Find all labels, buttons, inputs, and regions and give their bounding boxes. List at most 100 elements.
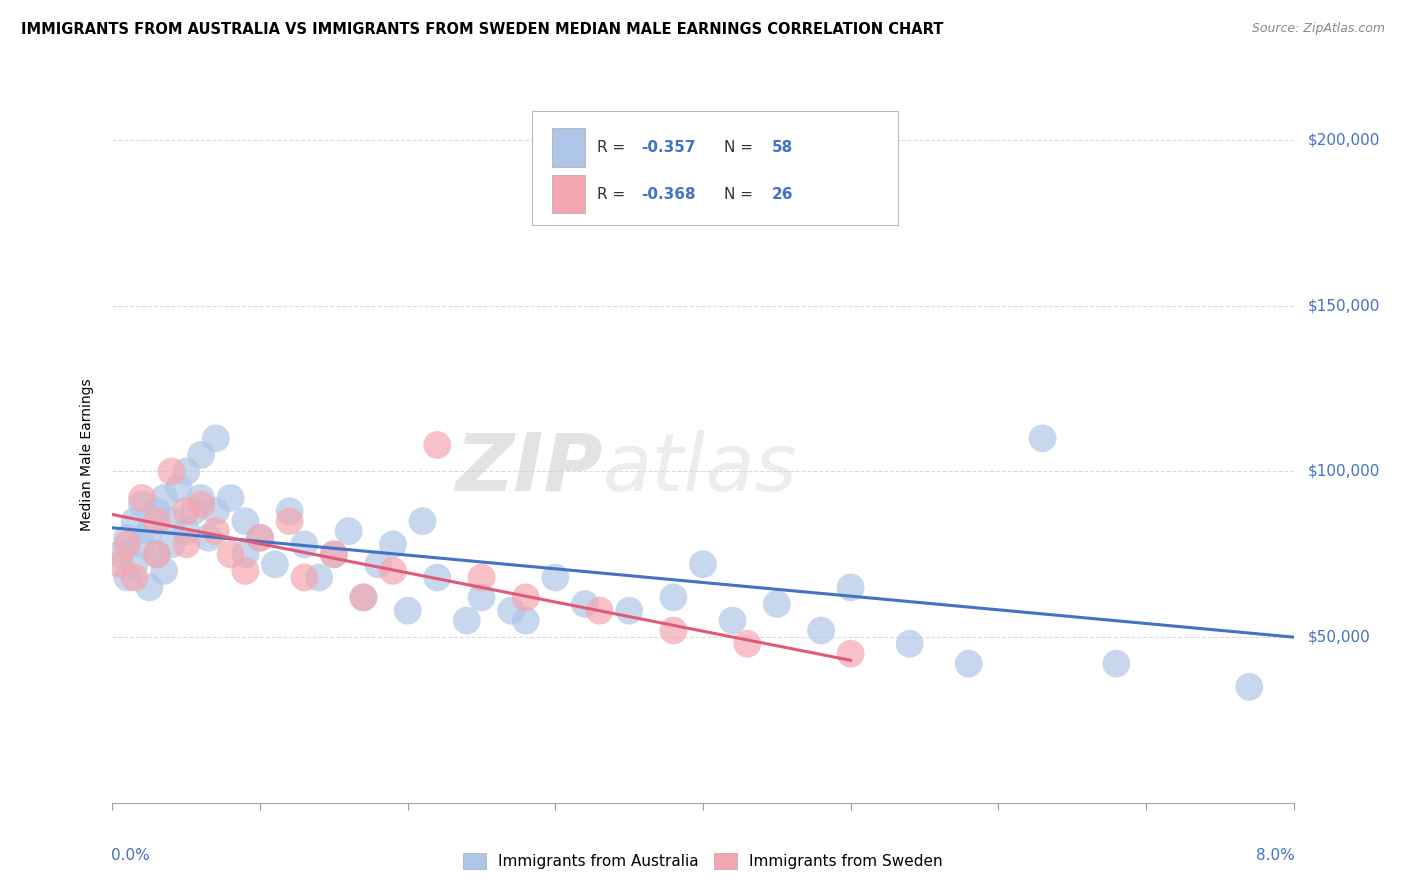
Text: 8.0%: 8.0% (1256, 848, 1295, 863)
Y-axis label: Median Male Earnings: Median Male Earnings (80, 378, 94, 532)
Point (233, 514, 256, 528)
Point (367, 558, 389, 572)
Point (131, 491, 153, 505)
Point (352, 591, 374, 605)
Point (124, 570, 146, 584)
Point (412, 514, 434, 528)
Text: $200,000: $200,000 (1308, 133, 1379, 148)
Point (197, 531, 219, 545)
Point (205, 524, 228, 538)
Point (382, 537, 405, 551)
Point (160, 465, 183, 479)
FancyBboxPatch shape (531, 111, 898, 226)
Point (426, 570, 449, 584)
Point (544, 570, 567, 584)
Point (839, 647, 862, 661)
Text: N =: N = (724, 186, 758, 202)
FancyBboxPatch shape (551, 175, 585, 213)
Point (138, 581, 160, 595)
Text: R =: R = (596, 140, 630, 155)
Point (1239, 680, 1261, 694)
Text: Source: ZipAtlas.com: Source: ZipAtlas.com (1251, 22, 1385, 36)
Point (337, 524, 360, 538)
Point (108, 558, 131, 572)
Point (205, 504, 228, 518)
Point (662, 624, 685, 638)
Point (153, 491, 176, 505)
Legend: Immigrants from Australia, Immigrants from Sweden: Immigrants from Australia, Immigrants fr… (457, 847, 949, 875)
Point (190, 448, 212, 462)
Point (352, 591, 374, 605)
Point (898, 637, 921, 651)
Point (619, 604, 641, 618)
Point (117, 570, 138, 584)
Text: ZIP: ZIP (456, 430, 603, 508)
Point (1032, 431, 1054, 445)
Point (124, 558, 146, 572)
Point (456, 614, 478, 628)
Point (292, 537, 315, 551)
Text: 58: 58 (772, 140, 793, 155)
Text: R =: R = (596, 186, 630, 202)
Text: $150,000: $150,000 (1308, 298, 1379, 313)
FancyBboxPatch shape (551, 128, 585, 167)
Point (471, 591, 494, 605)
Point (737, 637, 759, 651)
Point (183, 504, 205, 518)
Point (153, 564, 176, 578)
Point (124, 514, 146, 528)
Point (810, 624, 832, 638)
Text: IMMIGRANTS FROM AUSTRALIA VS IMMIGRANTS FROM SWEDEN MEDIAN MALE EARNINGS CORRELA: IMMIGRANTS FROM AUSTRALIA VS IMMIGRANTS … (21, 22, 943, 37)
Point (131, 498, 153, 512)
Text: 26: 26 (772, 186, 793, 202)
Point (219, 491, 242, 505)
Point (174, 524, 197, 538)
Point (1105, 657, 1128, 671)
Point (278, 504, 301, 518)
Text: -0.357: -0.357 (641, 140, 696, 155)
Point (138, 524, 160, 538)
Point (721, 614, 744, 628)
Text: atlas: atlas (603, 430, 797, 508)
Point (167, 481, 190, 495)
Point (588, 604, 610, 618)
Point (146, 547, 169, 561)
Point (426, 438, 449, 452)
Point (146, 504, 169, 518)
Point (108, 547, 131, 561)
Point (471, 570, 494, 584)
Point (323, 547, 346, 561)
Point (839, 581, 862, 595)
Point (323, 547, 346, 561)
Point (396, 604, 419, 618)
Point (160, 514, 183, 528)
Point (249, 531, 271, 545)
Text: $50,000: $50,000 (1308, 630, 1371, 645)
Point (308, 570, 330, 584)
Text: $100,000: $100,000 (1308, 464, 1379, 479)
Point (174, 537, 197, 551)
Point (292, 570, 315, 584)
Point (117, 531, 138, 545)
Point (190, 491, 212, 505)
Point (190, 498, 212, 512)
Point (765, 597, 787, 611)
Point (692, 558, 714, 572)
Point (146, 514, 169, 528)
Point (957, 657, 980, 671)
Point (174, 504, 197, 518)
Point (131, 537, 153, 551)
Text: -0.368: -0.368 (641, 186, 696, 202)
Point (249, 531, 271, 545)
Point (233, 564, 256, 578)
Point (515, 591, 537, 605)
Point (501, 604, 523, 618)
Point (174, 465, 197, 479)
Point (146, 547, 169, 561)
Point (278, 514, 301, 528)
Point (515, 614, 537, 628)
Text: 0.0%: 0.0% (111, 848, 150, 863)
Point (662, 591, 685, 605)
Point (160, 537, 183, 551)
Point (574, 597, 596, 611)
